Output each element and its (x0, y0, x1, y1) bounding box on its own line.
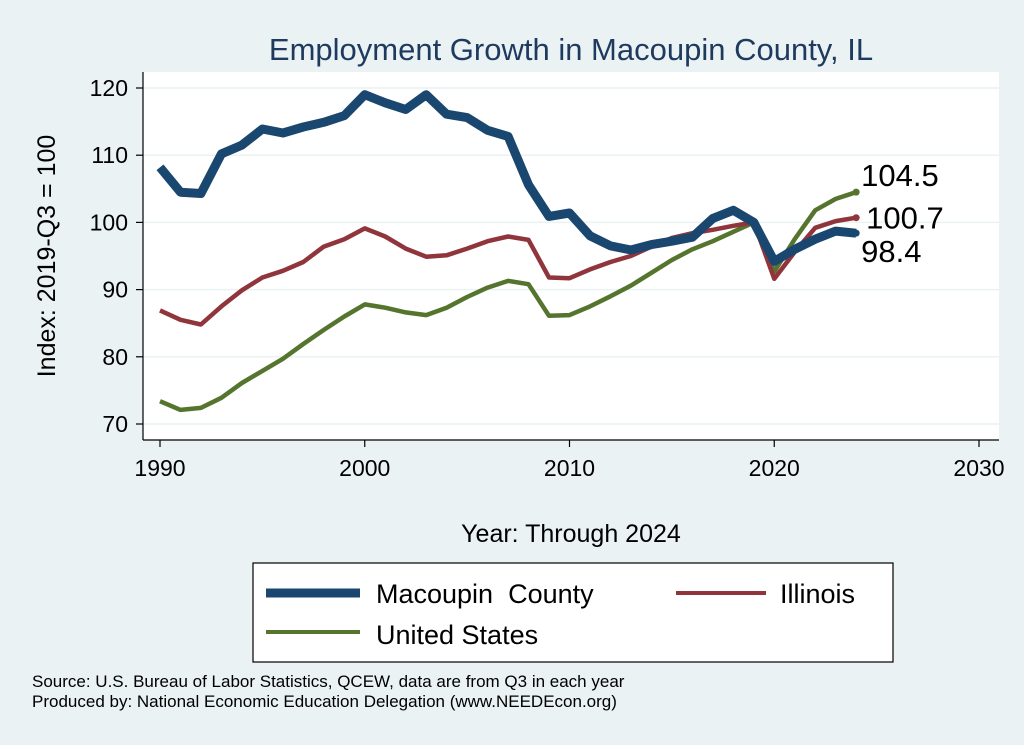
y-tick-label: 100 (90, 209, 128, 235)
source-line-1: Source: U.S. Bureau of Labor Statistics,… (32, 672, 625, 691)
legend-label-illinois: Illinois (780, 579, 855, 609)
source-line-2: Produced by: National Economic Education… (32, 692, 617, 711)
series-end-point-2 (852, 188, 860, 196)
y-tick-label: 70 (102, 411, 128, 437)
y-tick-label: 120 (90, 75, 128, 101)
legend-label-macoupin: Macoupin County (376, 579, 594, 609)
legend-label-us: United States (376, 620, 538, 650)
y-axis-label: Index: 2019-Q3 = 100 (33, 135, 61, 378)
x-axis-label: Year: Through 2024 (461, 520, 681, 548)
end-label-1: 100.7 (866, 201, 944, 236)
series-end-point-0 (852, 229, 860, 237)
chart-title: Employment Growth in Macoupin County, IL (269, 32, 873, 67)
x-tick-label: 2010 (544, 455, 595, 481)
end-label-0: 98.4 (861, 234, 921, 269)
y-tick-label: 110 (91, 142, 128, 168)
y-tick-group: 70 80 90 100 110 120 (90, 75, 143, 437)
series-end-point-1 (852, 214, 860, 222)
legend: Macoupin County Illinois United States (252, 562, 894, 663)
legend-box (252, 562, 894, 663)
y-tick-label: 80 (102, 344, 128, 370)
end-label-2: 104.5 (861, 158, 939, 193)
x-tick-label: 2030 (953, 455, 1004, 481)
x-tick-label: 2000 (339, 455, 390, 481)
series-line-2 (159, 190, 857, 413)
x-tick-group: 1990 2000 2010 2020 2030 (134, 440, 1005, 481)
y-tick-label: 90 (102, 277, 128, 303)
series-line-0 (156, 90, 857, 266)
series-line-1 (159, 215, 857, 327)
x-tick-label: 1990 (134, 455, 185, 481)
axes (142, 72, 999, 441)
series-group (156, 90, 860, 413)
x-tick-label: 2020 (749, 455, 800, 481)
